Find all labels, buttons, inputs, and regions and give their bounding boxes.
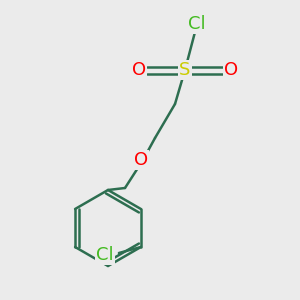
Text: Cl: Cl [188, 15, 206, 33]
Text: O: O [132, 61, 146, 79]
Text: S: S [179, 61, 191, 79]
Text: O: O [224, 61, 238, 79]
Text: O: O [134, 151, 148, 169]
Text: Cl: Cl [96, 246, 114, 264]
